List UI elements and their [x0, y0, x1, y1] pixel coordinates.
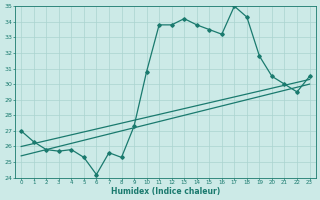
X-axis label: Humidex (Indice chaleur): Humidex (Indice chaleur): [111, 187, 220, 196]
